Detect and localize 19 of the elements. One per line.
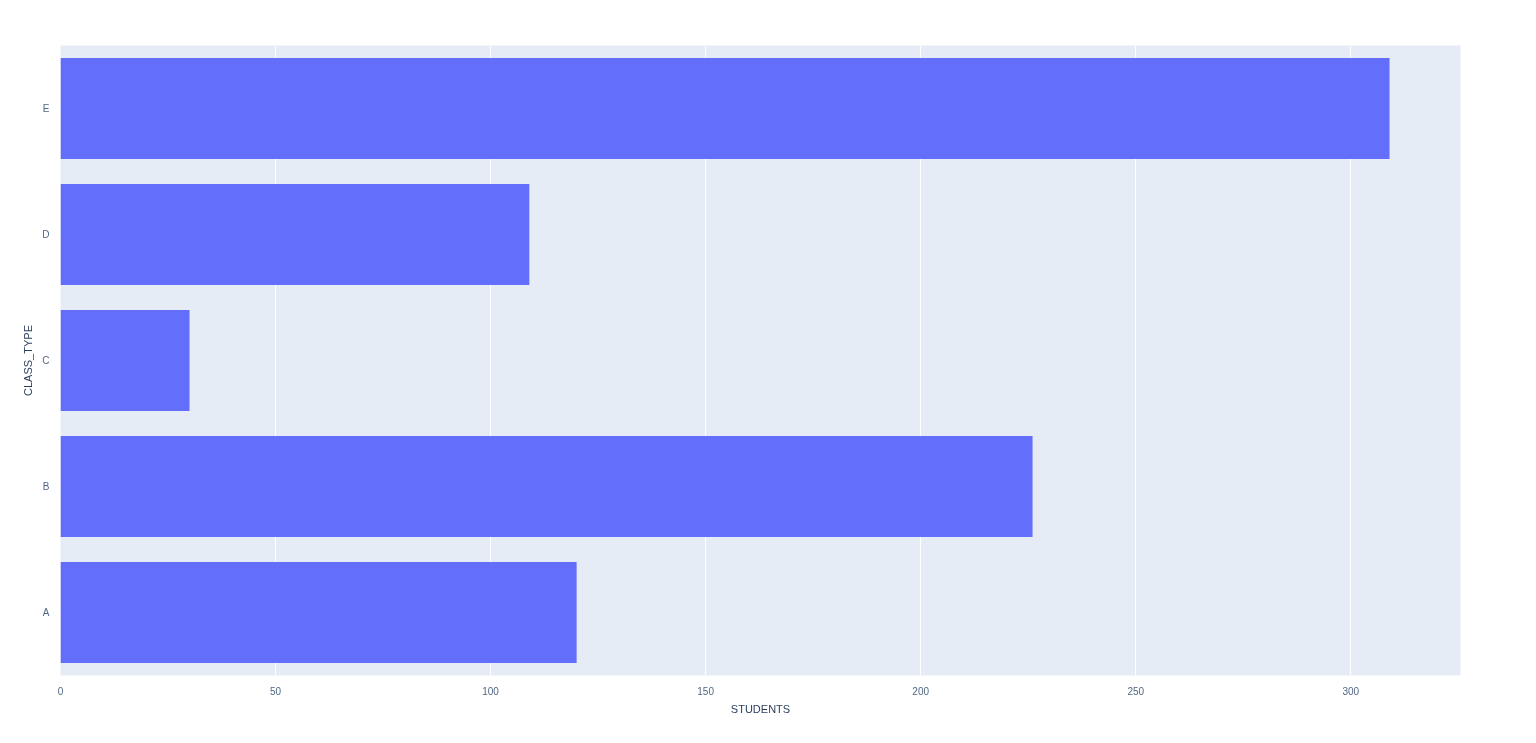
x-tick-label: 100	[482, 685, 500, 697]
bar	[60, 184, 530, 285]
y-tick-label: B	[42, 481, 50, 492]
x-axis-title: STUDENTS	[730, 702, 791, 715]
x-tick-label: 50	[269, 685, 282, 697]
x-tick-label: 150	[697, 685, 715, 697]
y-tick-label: E	[42, 103, 50, 114]
x-tick-label: 0	[57, 685, 64, 697]
y-tick-label: A	[42, 607, 50, 618]
y-axis-title: CLASS_TYPE	[22, 325, 35, 396]
bar	[60, 436, 1033, 537]
y-tick-label: C	[42, 355, 50, 366]
x-tick-label: 250	[1127, 685, 1145, 697]
x-tick-label: 300	[1342, 685, 1360, 697]
bar	[60, 58, 1390, 159]
y-tick-label: D	[42, 229, 50, 240]
x-tick-label: 200	[912, 685, 930, 697]
bar	[60, 562, 577, 663]
bar	[60, 310, 190, 411]
